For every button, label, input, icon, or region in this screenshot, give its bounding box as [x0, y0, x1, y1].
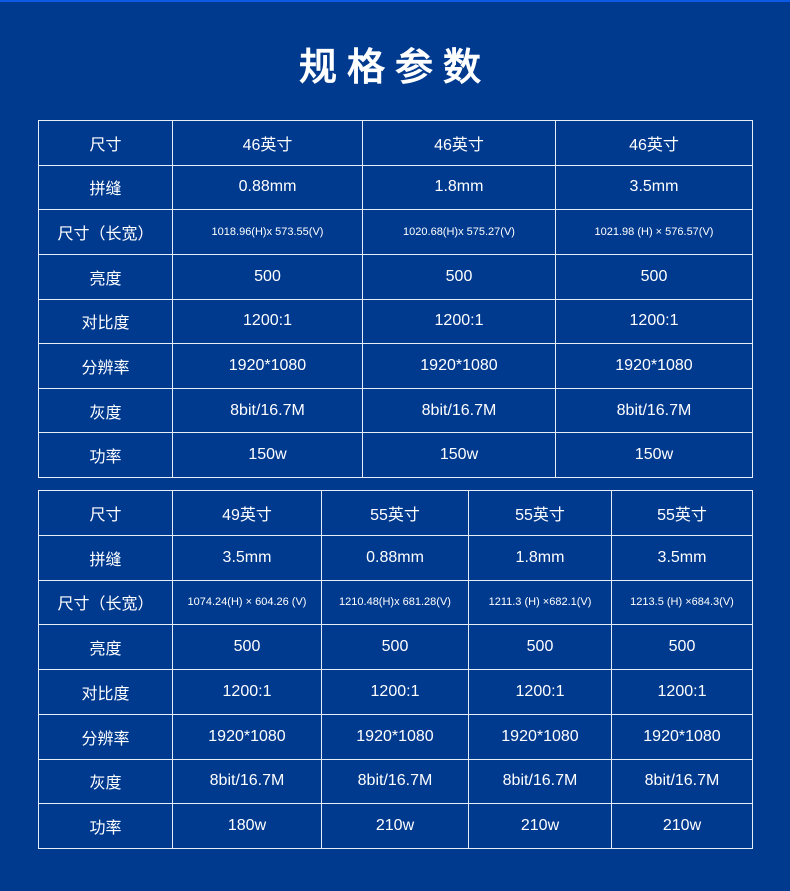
spec-row: 尺寸 46英寸 46英寸 46英寸 [38, 120, 753, 166]
spec-value: 46英寸 [362, 120, 556, 166]
spec-value: 1.8mm [362, 164, 556, 211]
spec-label: 拼缝 [38, 534, 173, 581]
spec-label: 灰度 [38, 387, 173, 434]
spec-value: 1200:1 [321, 669, 469, 715]
spec-value: 1200:1 [555, 298, 753, 345]
spec-value: 150w [555, 432, 753, 478]
spec-label: 亮度 [38, 253, 173, 300]
spec-value: 0.88mm [321, 534, 469, 581]
spec-value: 1920*1080 [611, 713, 753, 760]
spec-table-49-55-inch: 尺寸 49英寸 55英寸 55英寸 55英寸 拼缝 3.5mm 0.88mm 1.8mm 3.5m… [38, 490, 753, 849]
spec-label: 功率 [38, 803, 173, 849]
spec-value: 46英寸 [555, 120, 753, 166]
spec-value: 1920*1080 [468, 713, 612, 760]
spec-value: 8bit/16.7M [321, 758, 469, 805]
spec-label: 灰度 [38, 758, 173, 805]
spec-value: 1213.5 (H) ×684.3(V) [611, 579, 753, 626]
spec-value: 55英寸 [611, 490, 753, 536]
spec-label: 分辨率 [38, 713, 173, 760]
spec-value: 150w [362, 432, 556, 478]
spec-row: 尺寸（长宽） 1074.24(H) × 604.26 (V) 1210.48(H)x… [38, 579, 753, 626]
spec-value: 1020.68(H)x 575.27(V) [362, 209, 556, 255]
spec-value: 1920*1080 [362, 343, 556, 389]
spec-label: 对比度 [38, 298, 173, 345]
spec-row: 灰度 8bit/16.7M 8bit/16.7M 8bit/16.7M [38, 387, 753, 434]
spec-value: 1200:1 [468, 669, 612, 715]
spec-value: 46英寸 [172, 120, 363, 166]
spec-value: 210w [321, 803, 469, 849]
spec-value: 1200:1 [172, 669, 322, 715]
spec-value: 500 [611, 624, 753, 670]
spec-label: 尺寸（长宽） [38, 579, 173, 626]
spec-value: 55英寸 [468, 490, 612, 536]
spec-value: 1200:1 [362, 298, 556, 345]
spec-value: 1018.96(H)x 573.55(V) [172, 209, 363, 255]
spec-value: 8bit/16.7M [172, 387, 363, 434]
spec-value: 8bit/16.7M [172, 758, 322, 805]
spec-row: 功率 150w 150w 150w [38, 432, 753, 478]
spec-value: 55英寸 [321, 490, 469, 536]
spec-label: 对比度 [38, 669, 173, 715]
spec-value: 210w [611, 803, 753, 849]
spec-label: 尺寸 [38, 120, 173, 166]
page-title: 规格参数 [298, 45, 491, 89]
spec-value: 0.88mm [172, 164, 363, 211]
spec-value: 1021.98 (H) × 576.57(V) [555, 209, 753, 255]
spec-value: 1920*1080 [321, 713, 469, 760]
spec-value: 1920*1080 [555, 343, 753, 389]
spec-row: 亮度 500 500 500 500 [38, 624, 753, 670]
spec-value: 8bit/16.7M [611, 758, 753, 805]
spec-value: 8bit/16.7M [468, 758, 612, 805]
spec-row: 尺寸（长宽） 1018.96(H)x 573.55(V) 1020.68(H)x 5… [38, 209, 753, 255]
spec-value: 8bit/16.7M [362, 387, 556, 434]
spec-value: 49英寸 [172, 490, 322, 536]
spec-value: 8bit/16.7M [555, 387, 753, 434]
spec-value: 1210.48(H)x 681.28(V) [321, 579, 469, 626]
spec-row: 功率 180w 210w 210w 210w [38, 803, 753, 849]
spec-value: 500 [555, 253, 753, 300]
spec-label: 拼缝 [38, 164, 173, 211]
spec-value: 500 [321, 624, 469, 670]
spec-value: 500 [362, 253, 556, 300]
spec-value: 3.5mm [172, 534, 322, 581]
spec-value: 1920*1080 [172, 713, 322, 760]
spec-value: 500 [172, 624, 322, 670]
spec-label: 分辨率 [38, 343, 173, 389]
spec-label: 尺寸（长宽） [38, 209, 173, 255]
spec-row: 拼缝 3.5mm 0.88mm 1.8mm 3.5mm [38, 534, 753, 581]
spec-row: 对比度 1200:1 1200:1 1200:1 [38, 298, 753, 345]
spec-label: 功率 [38, 432, 173, 478]
spec-row: 尺寸 49英寸 55英寸 55英寸 55英寸 [38, 490, 753, 536]
top-accent-stripe [0, 0, 790, 2]
spec-row: 灰度 8bit/16.7M 8bit/16.7M 8bit/16.7M 8bit/16.… [38, 758, 753, 805]
spec-value: 1920*1080 [172, 343, 363, 389]
spec-table-46-inch: 尺寸 46英寸 46英寸 46英寸 拼缝 0.88mm 1.8mm 3.5mm 尺寸（长宽） 10… [38, 120, 753, 478]
spec-value: 150w [172, 432, 363, 478]
spec-value: 210w [468, 803, 612, 849]
spec-value: 180w [172, 803, 322, 849]
spec-value: 1200:1 [611, 669, 753, 715]
spec-row: 对比度 1200:1 1200:1 1200:1 1200:1 [38, 669, 753, 715]
spec-row: 拼缝 0.88mm 1.8mm 3.5mm [38, 164, 753, 211]
spec-value: 1074.24(H) × 604.26 (V) [172, 579, 322, 626]
spec-value: 3.5mm [555, 164, 753, 211]
spec-value: 500 [172, 253, 363, 300]
spec-value: 1200:1 [172, 298, 363, 345]
spec-value: 1211.3 (H) ×682.1(V) [468, 579, 612, 626]
spec-row: 分辨率 1920*1080 1920*1080 1920*1080 1920*1080 [38, 713, 753, 760]
spec-row: 亮度 500 500 500 [38, 253, 753, 300]
spec-row: 分辨率 1920*1080 1920*1080 1920*1080 [38, 343, 753, 389]
spec-value: 500 [468, 624, 612, 670]
spec-label: 尺寸 [38, 490, 173, 536]
spec-value: 3.5mm [611, 534, 753, 581]
spec-value: 1.8mm [468, 534, 612, 581]
spec-label: 亮度 [38, 624, 173, 670]
